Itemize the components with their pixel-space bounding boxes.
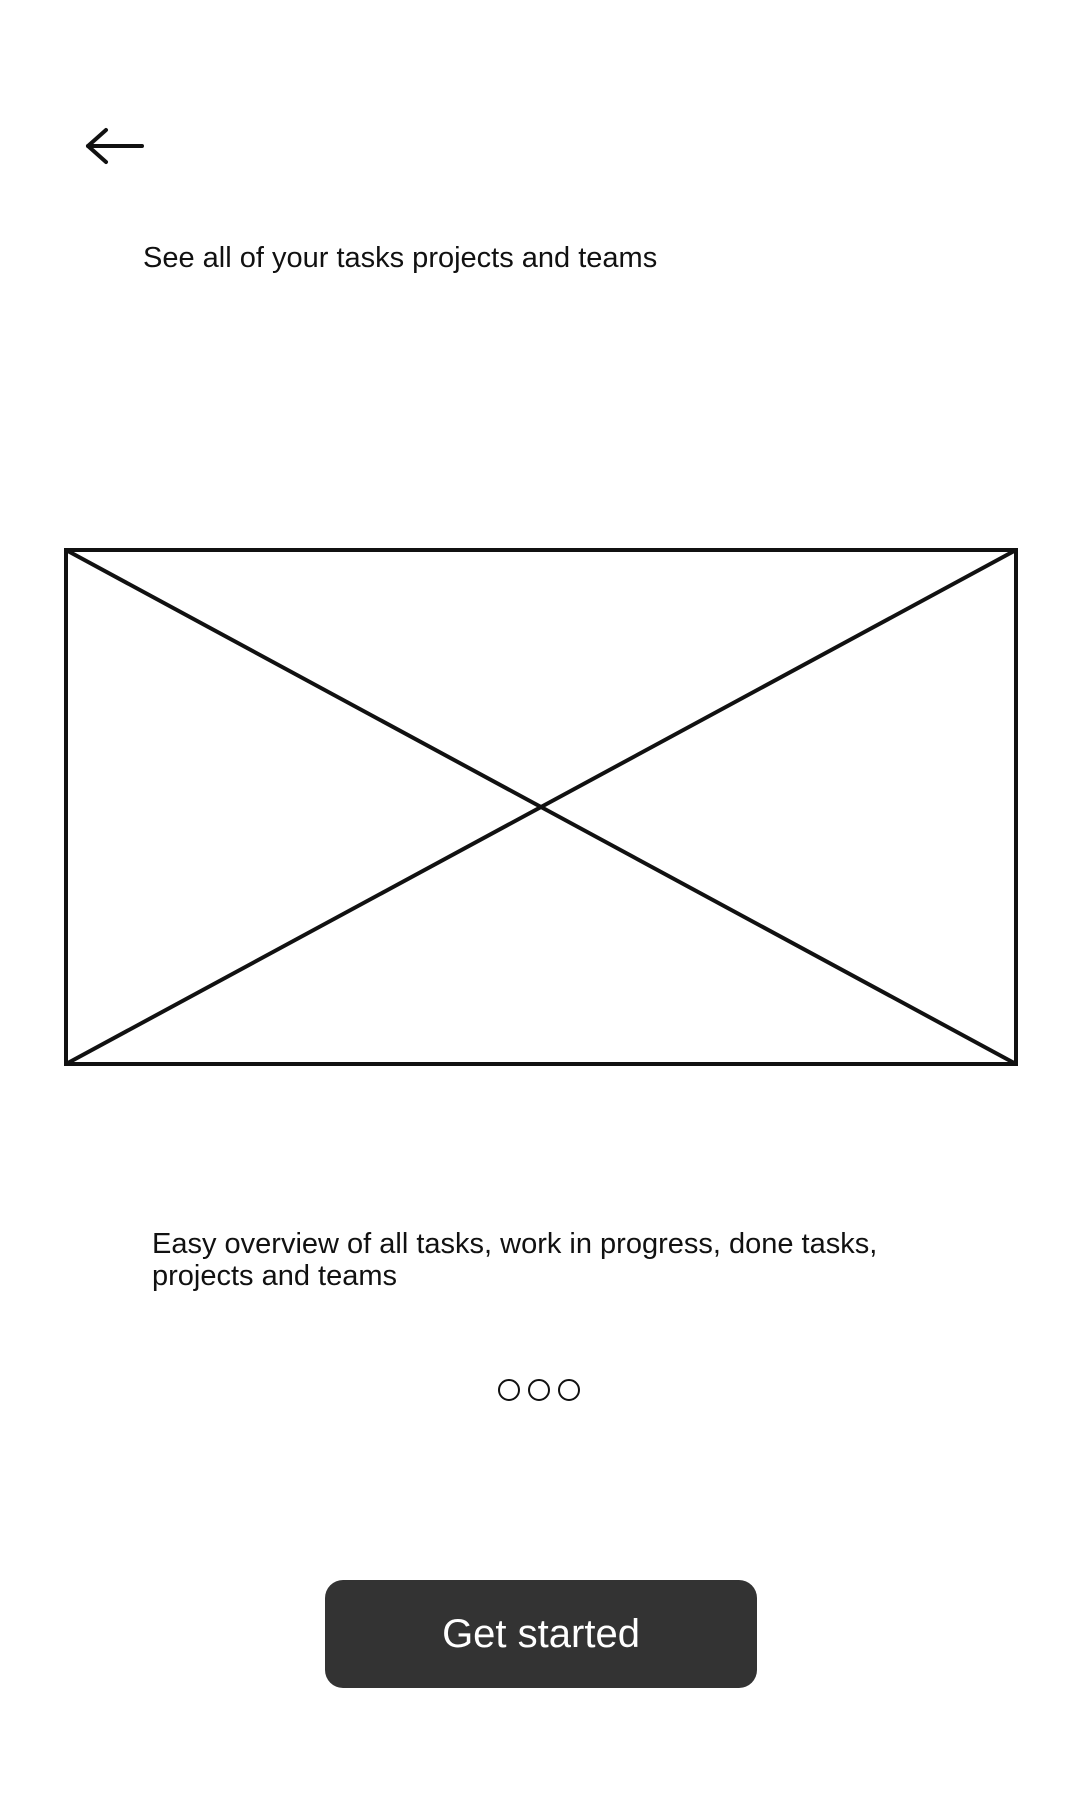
page-indicator — [498, 1379, 580, 1403]
description: Easy overview of all tasks, work in prog… — [152, 1228, 878, 1292]
get-started-button[interactable]: Get started — [325, 1580, 757, 1688]
arrow-left-icon — [86, 128, 144, 164]
image-placeholder-icon — [64, 548, 1018, 1066]
image-placeholder — [64, 548, 1018, 1066]
page-dot-1[interactable] — [498, 1379, 520, 1401]
headline: See all of your tasks projects and teams — [143, 242, 658, 274]
page-dot-3[interactable] — [558, 1379, 580, 1401]
page-dot-2[interactable] — [528, 1379, 550, 1401]
back-button[interactable] — [80, 120, 150, 170]
